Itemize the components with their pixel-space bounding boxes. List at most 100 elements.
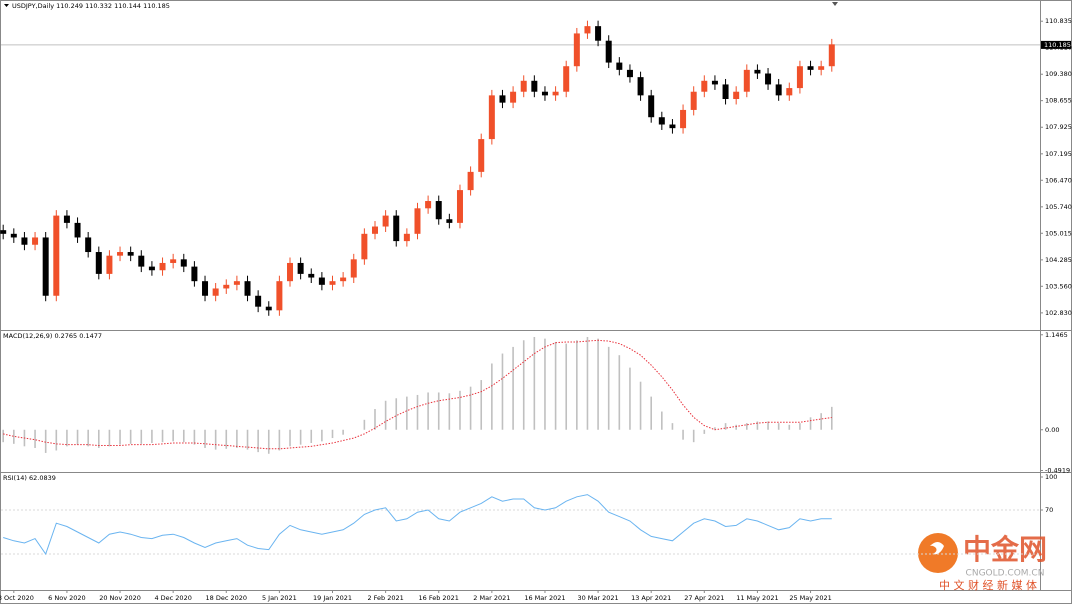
candle-body: [403, 233, 410, 242]
candle-body: [573, 33, 580, 67]
candle-body: [616, 62, 623, 70]
candle-body: [680, 109, 687, 129]
candle-body: [818, 66, 825, 70]
menu-triangle: [4, 4, 9, 7]
candle-body: [648, 95, 655, 118]
candle-body: [425, 201, 432, 209]
x-tick-label: 16 Feb 2021: [418, 594, 458, 602]
y-tick-label: 102.830: [1045, 309, 1072, 317]
x-tick-label: 13 Apr 2021: [631, 594, 671, 602]
candle-body: [297, 262, 304, 274]
candle-body: [350, 259, 357, 278]
rsi-name: RSI(14): [3, 474, 27, 482]
candle-body: [32, 237, 39, 245]
candle-body: [10, 233, 17, 238]
x-tick-label: 5 Jan 2021: [262, 594, 297, 602]
candle-body: [658, 117, 665, 125]
candle-body: [53, 215, 60, 296]
y-tick-label: 106.470: [1045, 176, 1072, 184]
candle-body: [265, 306, 272, 311]
candle-body: [329, 281, 336, 285]
candle-body: [287, 262, 294, 282]
y-tick-label: -0.4919: [1045, 467, 1070, 475]
candle-body: [584, 26, 591, 34]
candle-body: [42, 237, 49, 296]
candle-body: [202, 281, 209, 296]
x-tick-label: 16 Mar 2021: [524, 594, 565, 602]
candle-body: [605, 40, 612, 63]
candle-body: [446, 219, 453, 223]
candle-body: [127, 252, 134, 256]
candle-body: [711, 80, 718, 85]
macd-signal: [3, 339, 832, 450]
macd-name: MACD(12,26,9): [3, 332, 52, 340]
x-tick-label: 19 Jan 2021: [313, 594, 352, 602]
candle-body: [85, 237, 92, 253]
close: 110.185: [143, 2, 170, 10]
y-tick-label: 109.380: [1045, 70, 1072, 78]
candle-body: [626, 69, 633, 78]
candle-body: [95, 252, 102, 274]
candle-body: [138, 255, 145, 267]
y-tick-label: 104.285: [1045, 256, 1072, 264]
y-tick-label: 103.560: [1045, 282, 1072, 290]
x-tick-label: 4 Dec 2020: [154, 594, 191, 602]
y-tick-label: 110.835: [1045, 17, 1072, 25]
candle-body: [733, 91, 740, 100]
y-tick-label: 70: [1045, 506, 1053, 514]
candle-body: [233, 281, 240, 285]
candle-body: [74, 222, 81, 238]
x-tick-label: 11 May 2021: [736, 594, 778, 602]
candle-body: [552, 91, 559, 96]
candle-body: [21, 237, 28, 245]
candle-body: [191, 266, 198, 282]
x-tick-label: 2 Feb 2021: [367, 594, 403, 602]
x-tick-label: 30 Mar 2021: [577, 594, 618, 602]
x-tick-label: 23 Oct 2020: [0, 594, 34, 602]
candle-body: [361, 233, 368, 260]
candle-body: [435, 201, 442, 220]
x-tick-label: 2 Mar 2021: [473, 594, 510, 602]
rsi-value: 62.0839: [29, 474, 56, 482]
candle-body: [106, 255, 113, 274]
candle-body: [754, 69, 761, 74]
candle-body: [499, 95, 506, 103]
y-tick-label: 100: [1045, 473, 1057, 481]
watermark: 中金网 CNGOLD.COM.CN 中 文 财 经 新 媒 体: [918, 533, 1047, 592]
y-tick-label: 0.00: [1045, 426, 1059, 434]
candle-body: [796, 66, 803, 89]
candle-body: [488, 95, 495, 140]
candle-body: [63, 215, 70, 223]
candle-body: [223, 284, 230, 289]
y-tick-label: 107.925: [1045, 123, 1072, 131]
candle-body: [637, 77, 644, 96]
candle-body: [595, 26, 602, 41]
candle-body: [563, 66, 570, 92]
x-tick-label: 18 Dec 2020: [206, 594, 248, 602]
candle-body: [775, 84, 782, 96]
candle-body: [318, 277, 325, 285]
x-tick-label: 20 Nov 2020: [99, 594, 141, 602]
logo-slogan: 中 文 财 经 新 媒 体: [939, 578, 1037, 592]
y-tick-label: 107.195: [1045, 150, 1072, 158]
y-tick-label: 105.740: [1045, 203, 1072, 211]
candle-body: [159, 262, 166, 271]
candle-body: [807, 66, 814, 70]
candle-body: [170, 259, 177, 263]
candle-body: [828, 44, 835, 67]
logo-swirl: [930, 542, 944, 555]
candle-body: [180, 259, 187, 267]
candle-body: [117, 252, 124, 256]
candle-body: [510, 91, 517, 103]
candle-body: [765, 73, 772, 85]
high: 110.332: [85, 2, 112, 10]
candle-body: [722, 84, 729, 100]
candle-body: [212, 288, 219, 296]
candle-body: [701, 80, 708, 92]
candle-body: [541, 91, 548, 96]
macd-title: MACD(12,26,9) 0.2765 0.1477: [3, 332, 102, 340]
candle-body: [520, 80, 527, 92]
last-price-label: 110.185: [1044, 41, 1071, 49]
candle-body: [786, 88, 793, 96]
